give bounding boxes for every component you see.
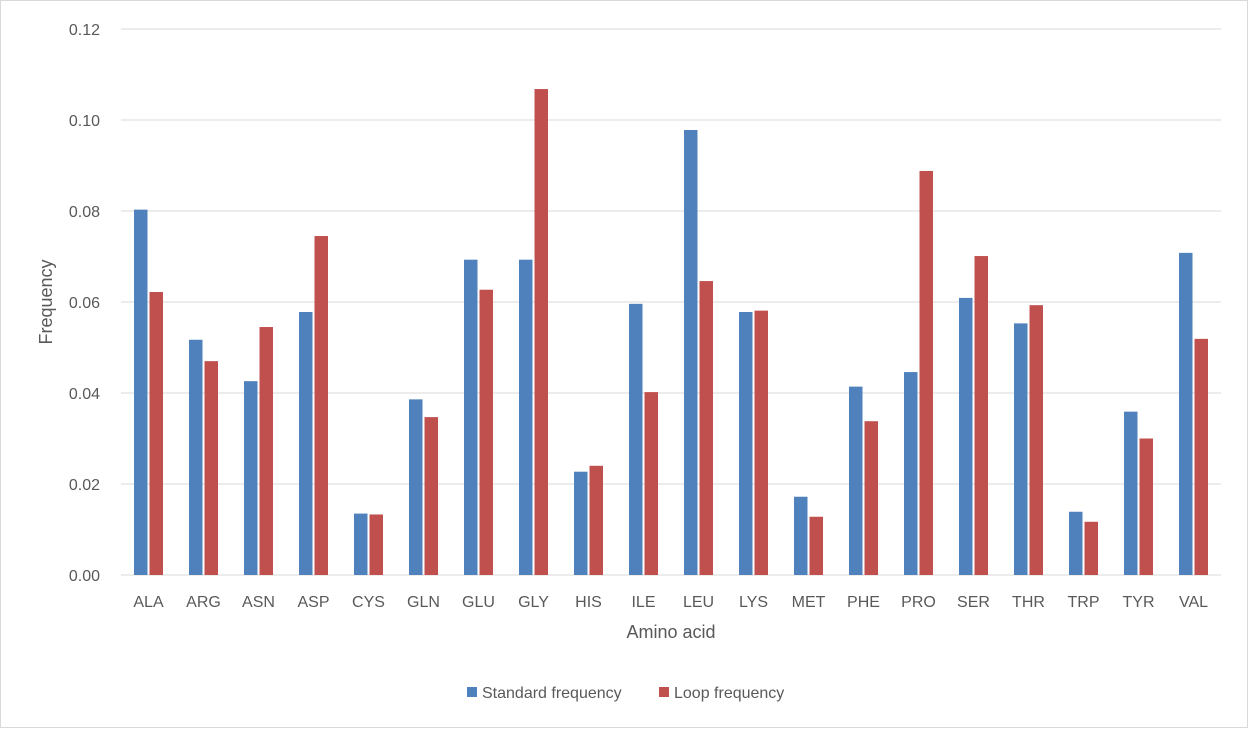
bar-standard-tyr <box>1124 411 1138 575</box>
legend-swatch <box>467 687 477 697</box>
x-tick-label: HIS <box>575 594 602 611</box>
bar-loop-val <box>1194 338 1208 575</box>
x-tick-label: ARG <box>186 594 221 611</box>
y-tick-label: 0.04 <box>69 386 100 403</box>
y-tick-label: 0.02 <box>69 477 100 494</box>
x-tick-label: LEU <box>683 594 714 611</box>
bar-loop-ser <box>974 256 988 575</box>
bar-loop-his <box>589 465 603 575</box>
x-tick-label: THR <box>1012 594 1045 611</box>
bar-loop-ala <box>149 291 163 575</box>
bar-loop-met <box>809 516 823 575</box>
bar-loop-asn <box>259 327 273 575</box>
y-tick-label: 0.00 <box>69 568 100 585</box>
bar-standard-leu <box>684 130 698 575</box>
bar-standard-gln <box>409 399 423 575</box>
x-axis-title: Amino acid <box>626 622 715 642</box>
legend-swatch <box>659 687 669 697</box>
x-tick-label: TRP <box>1068 594 1100 611</box>
bar-standard-thr <box>1014 323 1028 575</box>
x-tick-label: SER <box>957 594 990 611</box>
bar-loop-leu <box>699 281 713 575</box>
y-tick-label: 0.10 <box>69 113 100 130</box>
x-tick-label: GLY <box>518 594 549 611</box>
bar-standard-phe <box>849 386 863 575</box>
legend: Standard frequency Loop frequency <box>467 685 784 702</box>
x-tick-label: GLU <box>462 594 495 611</box>
x-tick-label: TYR <box>1123 594 1155 611</box>
bar-standard-glu <box>464 259 478 575</box>
x-tick-label: PHE <box>847 594 880 611</box>
bar-loop-trp <box>1084 521 1098 575</box>
bar-standard-asn <box>244 381 258 575</box>
bar-loop-lys <box>754 310 768 575</box>
bar-loop-phe <box>864 421 878 575</box>
bar-standard-cys <box>354 513 368 575</box>
bar-loop-ile <box>644 392 658 575</box>
bar-loop-cys <box>369 514 383 575</box>
bar-standard-his <box>574 471 588 575</box>
x-tick-label: VAL <box>1179 594 1208 611</box>
gridlines <box>121 28 1221 576</box>
bar-loop-tyr <box>1139 438 1153 575</box>
bar-loop-thr <box>1029 305 1043 575</box>
legend-label: Standard frequency <box>482 685 622 702</box>
bar-standard-lys <box>739 312 753 575</box>
y-axis-ticks: 0.00 0.02 0.04 0.06 0.08 0.10 0.12 <box>69 22 100 585</box>
bar-loop-glu <box>479 289 493 575</box>
bar-loop-asp <box>314 236 328 575</box>
bar-standard-asp <box>299 312 313 575</box>
bar-standard-gly <box>519 259 533 575</box>
bar-standard-trp <box>1069 511 1083 575</box>
bar-standard-ile <box>629 303 643 575</box>
legend-label: Loop frequency <box>674 685 784 702</box>
y-tick-label: 0.12 <box>69 22 100 39</box>
x-tick-label: MET <box>792 594 826 611</box>
y-tick-label: 0.06 <box>69 295 100 312</box>
bar-standard-ser <box>959 297 973 575</box>
x-tick-label: LYS <box>739 594 768 611</box>
bar-loop-gly <box>534 89 548 575</box>
x-tick-label: GLN <box>407 594 440 611</box>
x-tick-label: ALA <box>133 594 164 611</box>
bar-standard-met <box>794 496 808 575</box>
bar-standard-val <box>1179 252 1193 576</box>
y-axis-title: Frequency <box>36 259 56 344</box>
x-tick-label: CYS <box>352 594 385 611</box>
x-tick-label: ASN <box>242 594 275 611</box>
x-tick-label: PRO <box>901 594 936 611</box>
bar-loop-arg <box>204 361 218 575</box>
bar-loop-gln <box>424 417 438 575</box>
bars <box>134 89 1208 576</box>
x-tick-label: ILE <box>631 594 655 611</box>
bar-standard-ala <box>134 209 148 575</box>
y-tick-label: 0.08 <box>69 204 100 221</box>
x-axis-ticks: ALA ARG ASN ASP CYS GLN GLU GLY HIS ILE LEU LYS MET P… <box>133 594 1208 611</box>
x-tick-label: ASP <box>297 594 329 611</box>
bar-standard-arg <box>189 339 203 575</box>
bar-standard-pro <box>904 372 918 575</box>
bar-loop-pro <box>919 170 933 575</box>
